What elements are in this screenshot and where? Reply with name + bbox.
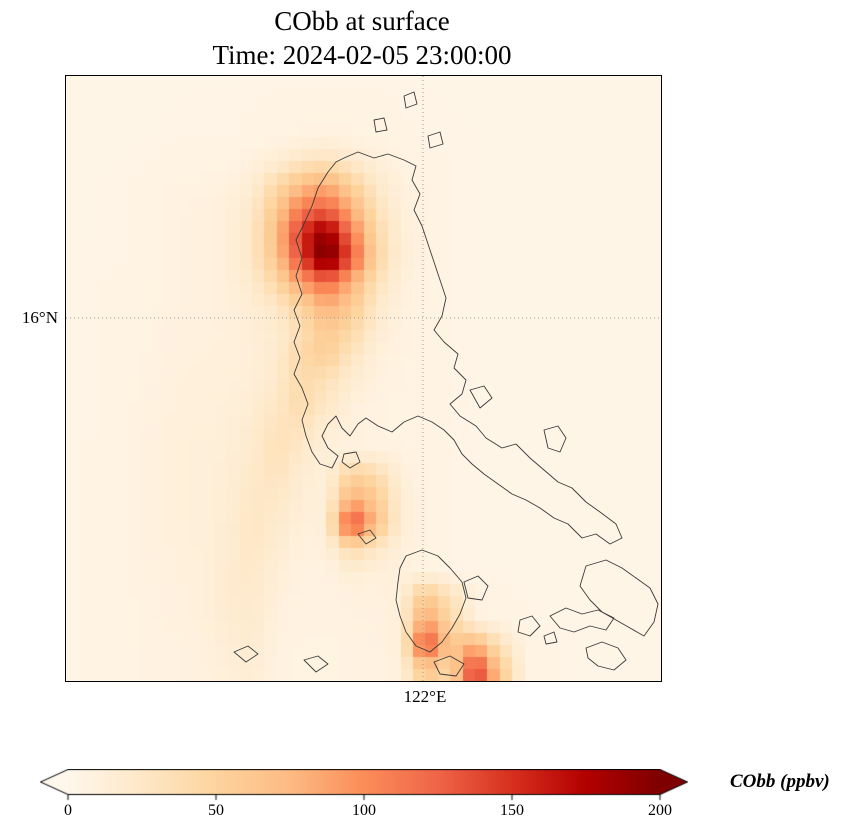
chart-subtitle: Time: 2024-02-05 23:00:00 [212,40,512,71]
colorbar-tick-label: 0 [64,802,72,819]
colorbar-canvas [40,769,688,802]
coastline-path [585,641,627,671]
title-block: CObb at surface Time: 2024-02-05 23:00:0… [0,4,724,73]
coastline-path [427,131,444,149]
coastline-path [579,559,659,637]
colorbar-tick-label: 200 [648,802,672,819]
coastline-path [293,151,623,545]
coastline-path [543,631,558,645]
coastline-path [517,615,541,637]
colorbar-label: CObb (ppbv) [730,771,830,792]
coastline-path [549,607,615,633]
coastline-path [463,575,489,601]
chart-title: CObb at surface [274,6,450,36]
coastline-path [469,385,493,409]
colorbar-tick-labels: 0 50 100 150 200 [40,802,688,822]
coastline-path [373,117,388,133]
coastline-path [395,549,467,653]
colorbar: 0 50 100 150 200 [40,769,688,822]
coastline-path [303,655,329,673]
coastline-path [543,425,567,453]
colorbar-tick-label: 50 [208,802,224,819]
lon-gridline-label: 122°E [403,687,447,706]
colorbar-tick-label: 100 [352,802,376,819]
coastline-path [403,91,418,109]
lat-gridline-label: 16°N [21,308,58,327]
colorbar-tick-label: 150 [500,802,524,819]
map-overlay [66,76,661,681]
coastline-path [341,451,361,469]
map-plot-area [65,75,662,682]
coastline-path [357,529,377,545]
heatmap-canvas [66,76,661,681]
coastline-path [233,645,259,663]
coastline-path [433,655,465,677]
